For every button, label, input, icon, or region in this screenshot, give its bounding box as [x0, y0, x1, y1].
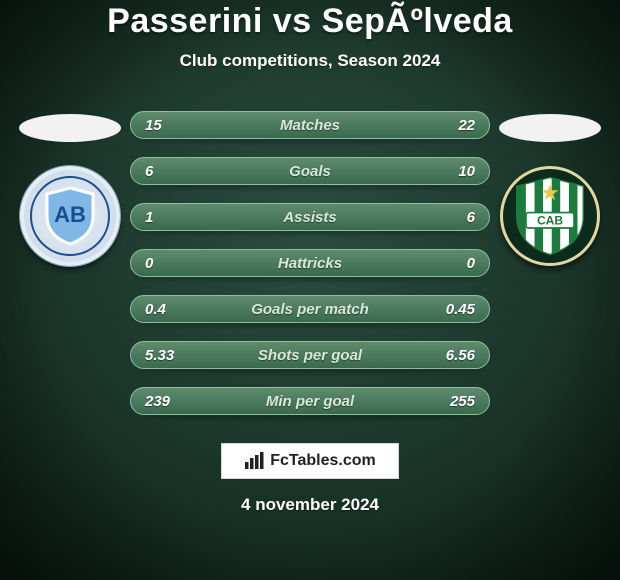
- brand-text: FcTables.com: [270, 452, 376, 470]
- stat-right-value: 0: [435, 255, 475, 272]
- stat-right-value: 255: [435, 393, 475, 410]
- right-player-column: CAB: [490, 111, 610, 266]
- right-player-ellipse-icon: [499, 114, 601, 142]
- stat-right-value: 10: [435, 163, 475, 180]
- stat-left-value: 15: [145, 117, 185, 134]
- svg-text:AB: AB: [54, 202, 86, 227]
- stat-row: 6Goals10: [130, 157, 490, 185]
- stat-right-value: 6: [435, 209, 475, 226]
- stat-right-value: 6.56: [435, 347, 475, 364]
- stats-list: 15Matches226Goals101Assists60Hattricks00…: [130, 111, 490, 415]
- stat-row: 0Hattricks0: [130, 249, 490, 277]
- subtitle: Club competitions, Season 2024: [180, 51, 441, 71]
- stat-left-value: 0: [145, 255, 185, 272]
- banfield-shield-icon: CAB: [507, 173, 593, 259]
- stat-left-value: 0.4: [145, 301, 185, 318]
- stat-left-value: 6: [145, 163, 185, 180]
- left-club-logo: AB: [20, 166, 120, 266]
- stat-row: 239Min per goal255: [130, 387, 490, 415]
- stats-area: AB 15Matches22 6Goals10 1Assists6 0Hattrick…: [0, 111, 620, 415]
- stat-row: 1Assists6: [130, 203, 490, 231]
- stat-left-value: 5.33: [145, 347, 185, 364]
- right-club-logo: CAB: [500, 166, 600, 266]
- stat-right-value: 22: [435, 117, 475, 134]
- left-player-ellipse-icon: [19, 114, 121, 142]
- stat-left-value: 1: [145, 209, 185, 226]
- bar-chart-icon: [244, 452, 264, 470]
- stat-row: 5.33Shots per goal6.56: [130, 341, 490, 369]
- stat-left-value: 239: [145, 393, 185, 410]
- date-text: 4 november 2024: [241, 495, 379, 515]
- stat-row: 15Matches22: [130, 111, 490, 139]
- stat-right-value: 0.45: [435, 301, 475, 318]
- fctables-brand-badge: FcTables.com: [221, 443, 399, 479]
- svg-text:CAB: CAB: [537, 214, 563, 228]
- stat-row: 0.4Goals per match0.45: [130, 295, 490, 323]
- belgrano-shield-icon: AB: [43, 186, 97, 246]
- page-title: Passerini vs SepÃºlveda: [107, 2, 513, 41]
- left-player-column: AB: [10, 111, 130, 266]
